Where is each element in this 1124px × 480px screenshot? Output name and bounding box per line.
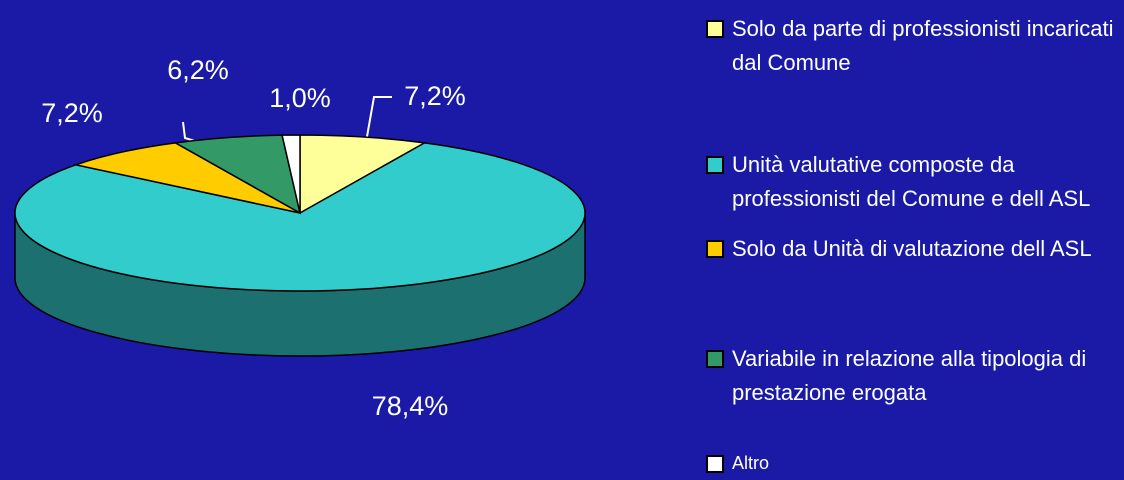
- legend-label: Solo da parte di professionisti incarica…: [732, 16, 1114, 75]
- legend-swatch: [706, 240, 724, 258]
- legend-item: Solo da Unità di valutazione dell ASL: [706, 232, 1116, 266]
- legend-label: Solo da Unità di valutazione dell ASL: [732, 236, 1092, 261]
- legend-item: Variabile in relazione alla tipologia di…: [706, 342, 1116, 410]
- pie-area: 7,2% 78,4% 7,2% 6,2% 1,0%: [14, 55, 586, 421]
- slice: [73, 142, 301, 214]
- legend-swatch: [706, 455, 724, 473]
- legend-item: Altro: [706, 452, 1116, 474]
- data-label: 7,2%: [41, 98, 103, 128]
- leader-line: [364, 96, 392, 149]
- legend-swatch: [706, 20, 724, 38]
- legend-label: Unità valutative composte da professioni…: [732, 152, 1091, 211]
- legend-item: Unità valutative composte da professioni…: [706, 148, 1116, 216]
- legend-label: Variabile in relazione alla tipologia di…: [732, 346, 1087, 405]
- data-label: 1,0%: [269, 83, 331, 113]
- data-label: 78,4%: [372, 391, 449, 421]
- slice: [299, 134, 427, 215]
- data-label: 6,2%: [167, 55, 229, 85]
- slice: [14, 142, 586, 292]
- legend-label: Altro: [732, 453, 770, 473]
- slice: [281, 134, 301, 214]
- legend-swatch: [706, 350, 724, 368]
- legend-item: Solo da parte di professionisti incarica…: [706, 12, 1116, 80]
- legend-swatch: [706, 156, 724, 174]
- data-label: 7,2%: [404, 81, 466, 111]
